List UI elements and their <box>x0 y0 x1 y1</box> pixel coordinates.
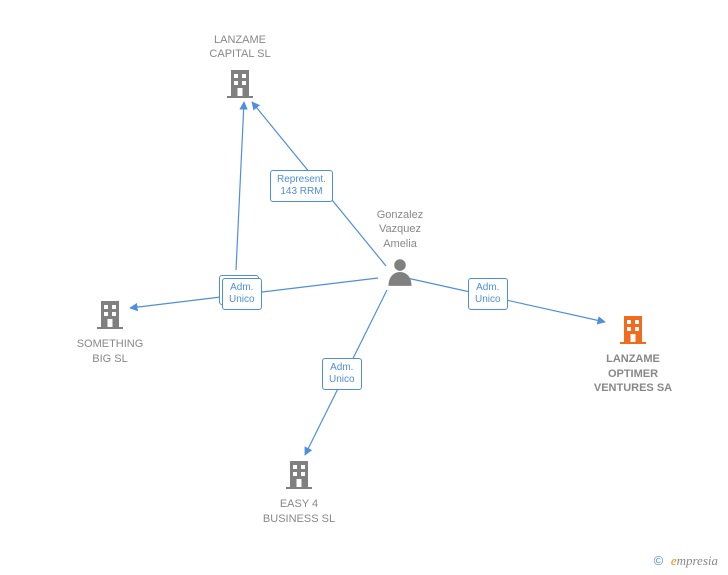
node-label: SOMETHING BIG SL <box>65 337 155 366</box>
person-icon <box>360 257 440 291</box>
node-label: Gonzalez Vazquez Amelia <box>360 208 440 251</box>
node-label: LANZAME OPTIMER VENTURES SA <box>578 352 688 395</box>
edge-label-text: Adm. Unico <box>475 282 501 305</box>
node-company-easy4[interactable]: EASY 4 BUSINESS SL <box>249 453 349 526</box>
node-label: LANZAME CAPITAL SL <box>195 33 285 62</box>
node-person[interactable]: Gonzalez Vazquez Amelia <box>360 208 440 295</box>
node-company-lanzame-optimer[interactable]: LANZAME OPTIMER VENTURES SA <box>578 308 688 395</box>
edge-label-represent: Represent. 143 RRM <box>270 170 333 202</box>
node-company-lanzame-capital[interactable]: LANZAME CAPITAL SL <box>195 33 285 106</box>
edge-line-extra <box>236 102 244 270</box>
building-icon <box>195 66 285 102</box>
edge-label-adm-unico: Adm. Unico <box>222 278 262 310</box>
edge-label-text: Adm. Unico <box>229 282 255 305</box>
building-icon <box>65 297 155 333</box>
node-label: EASY 4 BUSINESS SL <box>249 497 349 526</box>
watermark-brand-rest: mpresia <box>677 553 718 568</box>
edge-label-adm-unico: Adm. Unico <box>322 358 362 390</box>
copyright-symbol: © <box>654 553 664 568</box>
edge-label-text: Represent. 143 RRM <box>277 174 326 197</box>
edge-label-text: Adm. Unico <box>329 362 355 385</box>
node-company-something-big[interactable]: SOMETHING BIG SL <box>65 293 155 366</box>
building-icon <box>578 312 688 348</box>
watermark: © empresia <box>654 553 718 569</box>
edge-label-adm-unico: Adm. Unico <box>468 278 508 310</box>
building-icon <box>249 457 349 493</box>
